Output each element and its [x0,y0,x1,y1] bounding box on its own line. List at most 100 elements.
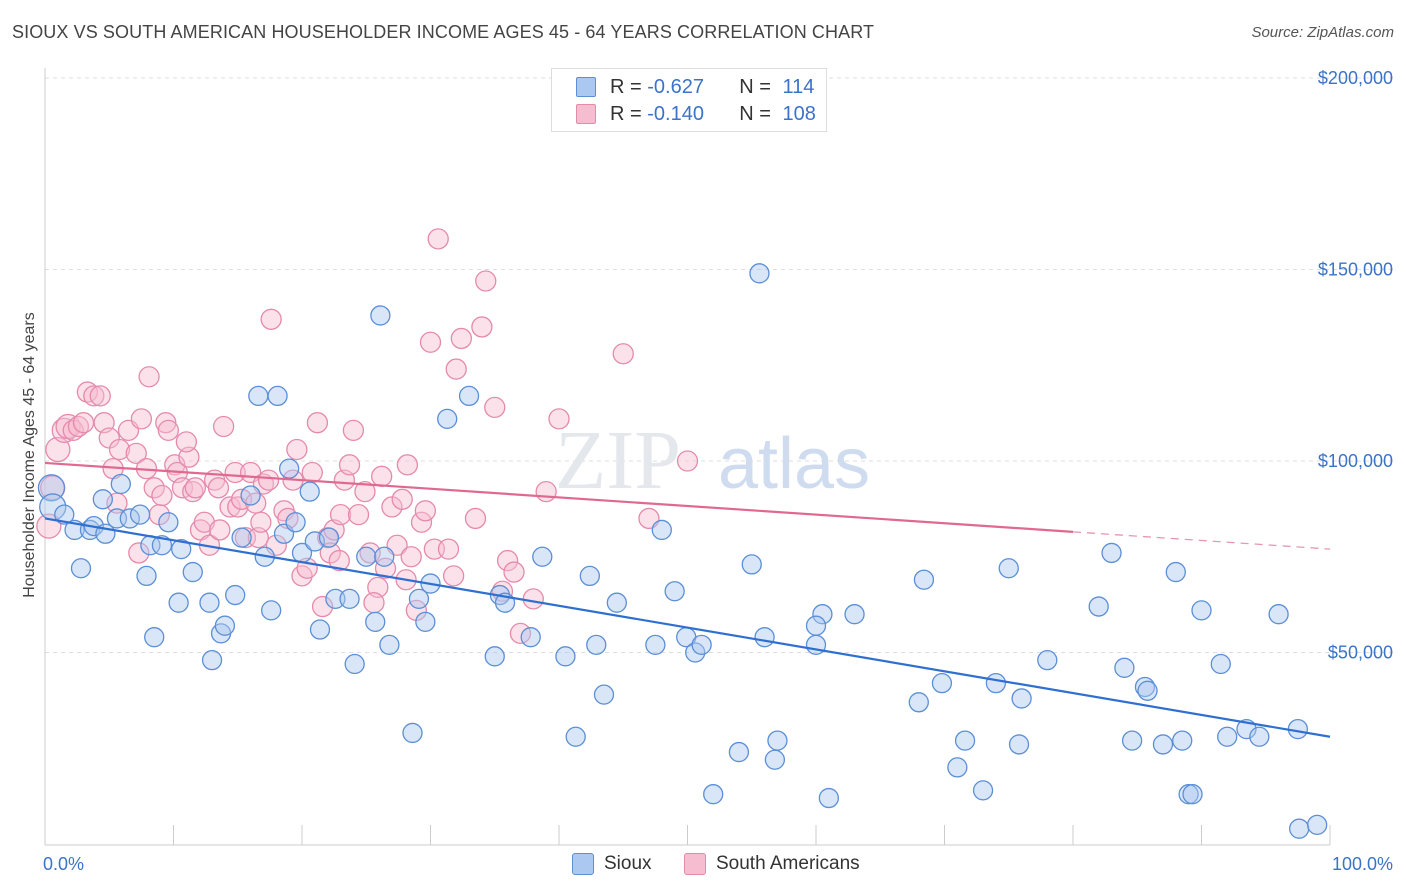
point-sioux [1182,784,1203,805]
point-sioux [285,512,306,533]
point-sioux [408,588,430,610]
point-sioux [1008,734,1030,755]
point-sioux [151,535,173,556]
point-sioux [579,565,600,587]
point-sioux [651,519,672,541]
point-sioux [754,627,775,648]
point-sioux [267,385,288,407]
point-south-americans [207,477,230,499]
point-sioux [1101,542,1122,564]
point-south-americans [496,549,519,572]
trend-line-sioux [44,517,1331,738]
point-sioux [586,634,607,655]
trend-lines [44,461,1331,738]
point-sioux [1134,676,1156,698]
point-south-americans [442,565,465,587]
point-south-americans [471,316,493,338]
point-south-americans [219,496,241,518]
point-sioux [248,385,269,407]
point-sioux [1137,680,1158,701]
point-south-americans [427,228,449,250]
point-sioux [818,787,839,809]
legend-row-south-americans: R = -0.140 N = 108 [576,101,816,127]
point-sioux [805,615,827,636]
point-south-americans [311,595,334,618]
point-sioux [1037,650,1058,671]
legend-r-label: R = [610,75,648,98]
point-south-americans [209,519,231,541]
trend-line-south-americans [44,461,1074,533]
point-south-americans [503,561,525,583]
bottom-legend-south-americans: South Americans [684,851,860,877]
y-tick-label: $100,000 [1318,451,1393,471]
point-south-americans [328,549,350,572]
point-sioux [954,730,976,751]
point-sioux [92,489,113,510]
point-south-americans [400,546,422,568]
point-sioux [1191,600,1212,621]
point-south-americans [419,331,442,353]
point-sioux [318,527,340,548]
point-sioux [261,600,282,621]
point-south-americans [522,588,544,610]
point-sioux [1217,726,1238,747]
x-tick-label: 0.0% [43,854,84,874]
source-credit: Source: ZipAtlas.com [1251,24,1394,41]
point-sioux [136,565,157,587]
legend-n-value: 108 [782,102,816,125]
point-sioux [299,481,320,502]
point-sioux [703,784,724,805]
bottom-legend-label-south-americans: South Americans [716,853,860,874]
legend-r-value: -0.140 [647,102,704,125]
point-south-americans [89,385,111,407]
point-sioux [1307,814,1328,835]
point-sioux [728,741,750,763]
point-south-americans [548,408,570,430]
point-sioux [1172,730,1193,751]
point-sioux [415,611,436,633]
point-south-americans [437,538,460,560]
legend-n-label: N = [739,75,777,98]
watermark-atlas: atlas [718,424,870,504]
point-sioux [402,722,423,744]
point-south-americans [175,431,198,453]
point-south-americans [464,507,487,530]
point-sioux [278,458,300,479]
point-sioux [231,527,252,548]
point-south-americans [184,477,206,499]
point-south-americans [143,477,165,499]
point-sioux [764,749,786,770]
point-sioux [379,634,400,655]
legend-row-sioux: R = -0.627 N = 114 [576,74,814,100]
point-sioux [344,653,365,675]
point-sioux [767,730,788,751]
point-sioux [182,561,203,583]
point-sioux [1210,653,1231,675]
point-sioux [972,780,994,801]
point-sioux [225,584,246,606]
point-sioux [1249,726,1270,747]
point-south-americans [535,480,557,503]
axes [44,68,1331,846]
point-sioux [593,684,615,705]
point-sioux [1152,734,1174,755]
point-sioux [998,558,1019,579]
point-south-americans [414,500,437,522]
point-sioux [199,592,220,613]
series-south-americans-points [36,228,699,644]
point-sioux [458,385,480,407]
point-sioux [144,627,165,648]
point-sioux [437,408,458,430]
point-south-americans [128,542,150,564]
point-sioux [555,646,576,667]
point-sioux [908,692,929,713]
point-sioux [565,726,586,747]
point-sioux [374,546,395,567]
point-sioux [844,604,865,625]
point-sioux [520,627,541,648]
x-tick-label: 100.0% [1332,854,1393,874]
point-south-americans [151,484,173,507]
point-south-americans [108,438,131,461]
point-sioux [1011,688,1032,709]
